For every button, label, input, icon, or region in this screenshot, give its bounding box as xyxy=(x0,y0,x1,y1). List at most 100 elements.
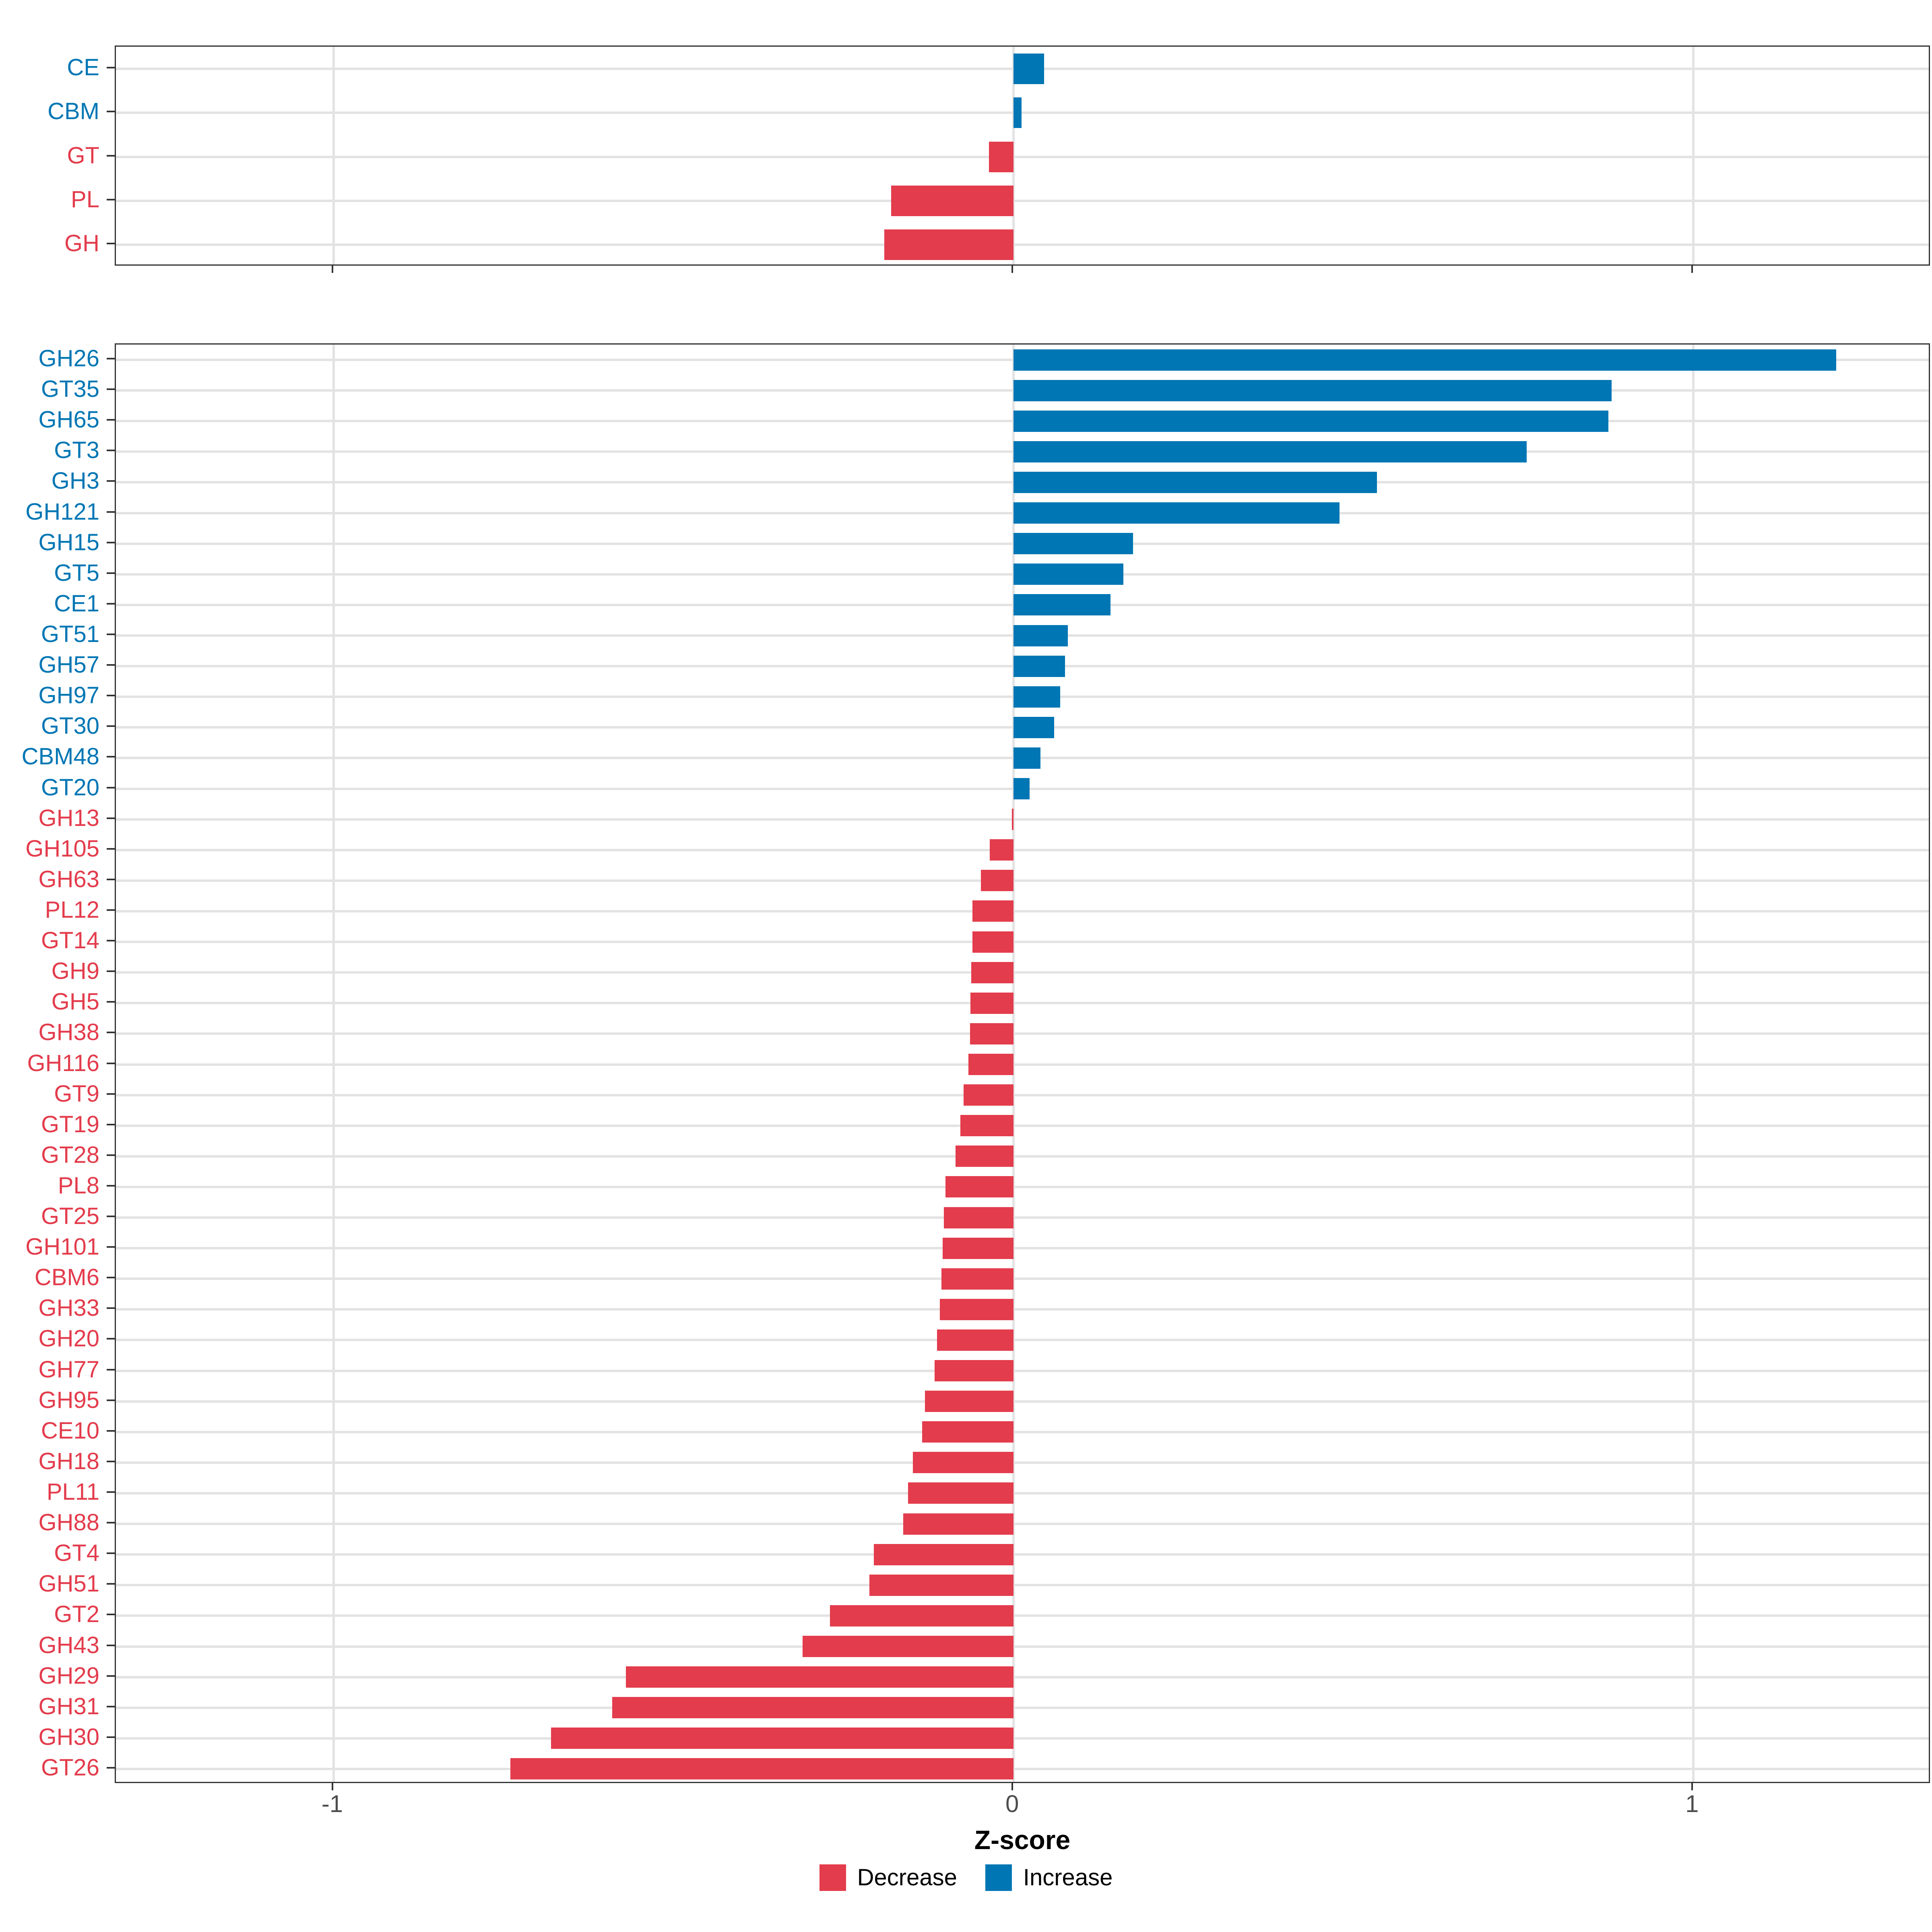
gridline-horizontal xyxy=(116,1308,1929,1311)
category-label-GH9: GH9 xyxy=(51,958,99,985)
gridline-horizontal xyxy=(116,1002,1929,1005)
category-label-GH95: GH95 xyxy=(38,1387,99,1413)
category-label-GH18: GH18 xyxy=(38,1448,99,1474)
gridline-horizontal xyxy=(116,1032,1929,1035)
bar-GH29 xyxy=(625,1666,1013,1688)
bar-CE xyxy=(1013,53,1044,84)
bar-GT20 xyxy=(1013,778,1030,800)
x-tick-label: 0 xyxy=(1005,1790,1019,1817)
y-tick-mark xyxy=(107,243,115,245)
gridline-horizontal xyxy=(116,244,1929,246)
bar-GH65 xyxy=(1013,410,1608,432)
bar-GT xyxy=(989,141,1013,172)
legend-label-decrease: Decrease xyxy=(857,1864,957,1891)
category-label-GH51: GH51 xyxy=(38,1571,99,1597)
y-tick-mark xyxy=(107,878,115,880)
category-label-GT5: GT5 xyxy=(54,559,99,586)
gridline-horizontal xyxy=(116,1094,1929,1096)
y-tick-mark xyxy=(107,1491,115,1493)
gridline-horizontal xyxy=(116,1584,1929,1587)
y-tick-mark xyxy=(107,511,115,513)
y-tick-mark xyxy=(107,1430,115,1432)
bar-GH97 xyxy=(1013,686,1061,708)
y-tick-mark xyxy=(107,940,115,942)
category-label-GT2: GT2 xyxy=(54,1601,99,1628)
category-label-PL11: PL11 xyxy=(46,1478,99,1505)
y-tick-mark xyxy=(107,1246,115,1248)
category-label-GH3: GH3 xyxy=(51,468,99,494)
category-label-GT3: GT3 xyxy=(54,437,99,464)
x-tick-label: 1 xyxy=(1685,1790,1699,1817)
legend-item-decrease: Decrease xyxy=(819,1864,957,1891)
x-tick-mark xyxy=(1011,1783,1013,1790)
y-tick-mark xyxy=(107,695,115,697)
category-label-CE: CE xyxy=(67,54,99,80)
bar-GH121 xyxy=(1013,502,1340,524)
y-tick-mark xyxy=(107,66,115,68)
gridline-horizontal xyxy=(116,155,1929,158)
category-label-GT20: GT20 xyxy=(41,774,99,801)
gridline-horizontal xyxy=(116,1706,1929,1709)
bar-CE10 xyxy=(922,1421,1013,1443)
category-label-GT30: GT30 xyxy=(41,713,99,739)
y-tick-mark xyxy=(107,1675,115,1677)
bar-GH9 xyxy=(971,962,1013,983)
gridline-horizontal xyxy=(116,1247,1929,1250)
bar-GH13 xyxy=(1012,809,1013,830)
category-label-CBM: CBM xyxy=(47,98,99,125)
bar-GH xyxy=(884,229,1013,260)
category-label-GH: GH xyxy=(64,230,99,257)
y-tick-mark xyxy=(107,756,115,758)
category-label-GH97: GH97 xyxy=(38,682,99,709)
category-label-GT35: GT35 xyxy=(41,376,99,402)
gridline-horizontal xyxy=(116,910,1929,912)
y-tick-mark xyxy=(107,419,115,421)
category-label-GH31: GH31 xyxy=(38,1693,99,1719)
y-tick-mark xyxy=(107,1705,115,1707)
y-tick-mark xyxy=(107,786,115,788)
gridline-horizontal xyxy=(116,1553,1929,1556)
gridline-horizontal xyxy=(116,1737,1929,1740)
y-tick-mark xyxy=(107,1001,115,1003)
bar-GH116 xyxy=(968,1054,1013,1075)
legend-swatch-increase-icon xyxy=(985,1864,1012,1891)
y-tick-mark xyxy=(107,480,115,482)
category-label-GH29: GH29 xyxy=(38,1662,99,1689)
bar-GT26 xyxy=(510,1758,1013,1780)
y-tick-mark xyxy=(107,1767,115,1769)
category-label-GH26: GH26 xyxy=(38,345,99,372)
y-tick-mark xyxy=(107,1032,115,1034)
x-tick-mark xyxy=(1691,1783,1693,1790)
category-label-CBM6: CBM6 xyxy=(34,1264,99,1291)
legend-label-increase: Increase xyxy=(1023,1864,1113,1891)
category-label-GT26: GT26 xyxy=(41,1754,99,1781)
bar-GH43 xyxy=(803,1636,1013,1657)
gridline-horizontal xyxy=(116,1278,1929,1280)
y-tick-mark xyxy=(107,1307,115,1309)
gridline-horizontal xyxy=(116,1400,1929,1403)
category-label-GH105: GH105 xyxy=(25,835,99,862)
gridline-horizontal xyxy=(116,1767,1929,1770)
gridline-horizontal xyxy=(116,1339,1929,1342)
gridline-horizontal xyxy=(116,818,1929,821)
bar-PL11 xyxy=(908,1482,1013,1504)
bar-GH5 xyxy=(970,992,1013,1014)
category-label-PL8: PL8 xyxy=(58,1172,99,1199)
bar-GH88 xyxy=(903,1513,1013,1535)
y-tick-mark xyxy=(107,450,115,452)
bar-GH95 xyxy=(925,1391,1013,1412)
category-label-GH33: GH33 xyxy=(38,1295,99,1321)
category-label-GT25: GT25 xyxy=(41,1203,99,1230)
gridline-horizontal xyxy=(116,1645,1929,1648)
bar-GH30 xyxy=(551,1728,1013,1749)
category-label-GT4: GT4 xyxy=(54,1540,99,1567)
category-label-PL: PL xyxy=(71,186,99,213)
bar-PL8 xyxy=(945,1176,1013,1198)
bar-GH77 xyxy=(934,1360,1013,1382)
bar-GT35 xyxy=(1013,380,1612,401)
y-tick-mark xyxy=(107,1399,115,1401)
gridline-horizontal xyxy=(116,1185,1929,1188)
y-tick-mark xyxy=(107,664,115,666)
gridline-horizontal xyxy=(116,1461,1929,1464)
